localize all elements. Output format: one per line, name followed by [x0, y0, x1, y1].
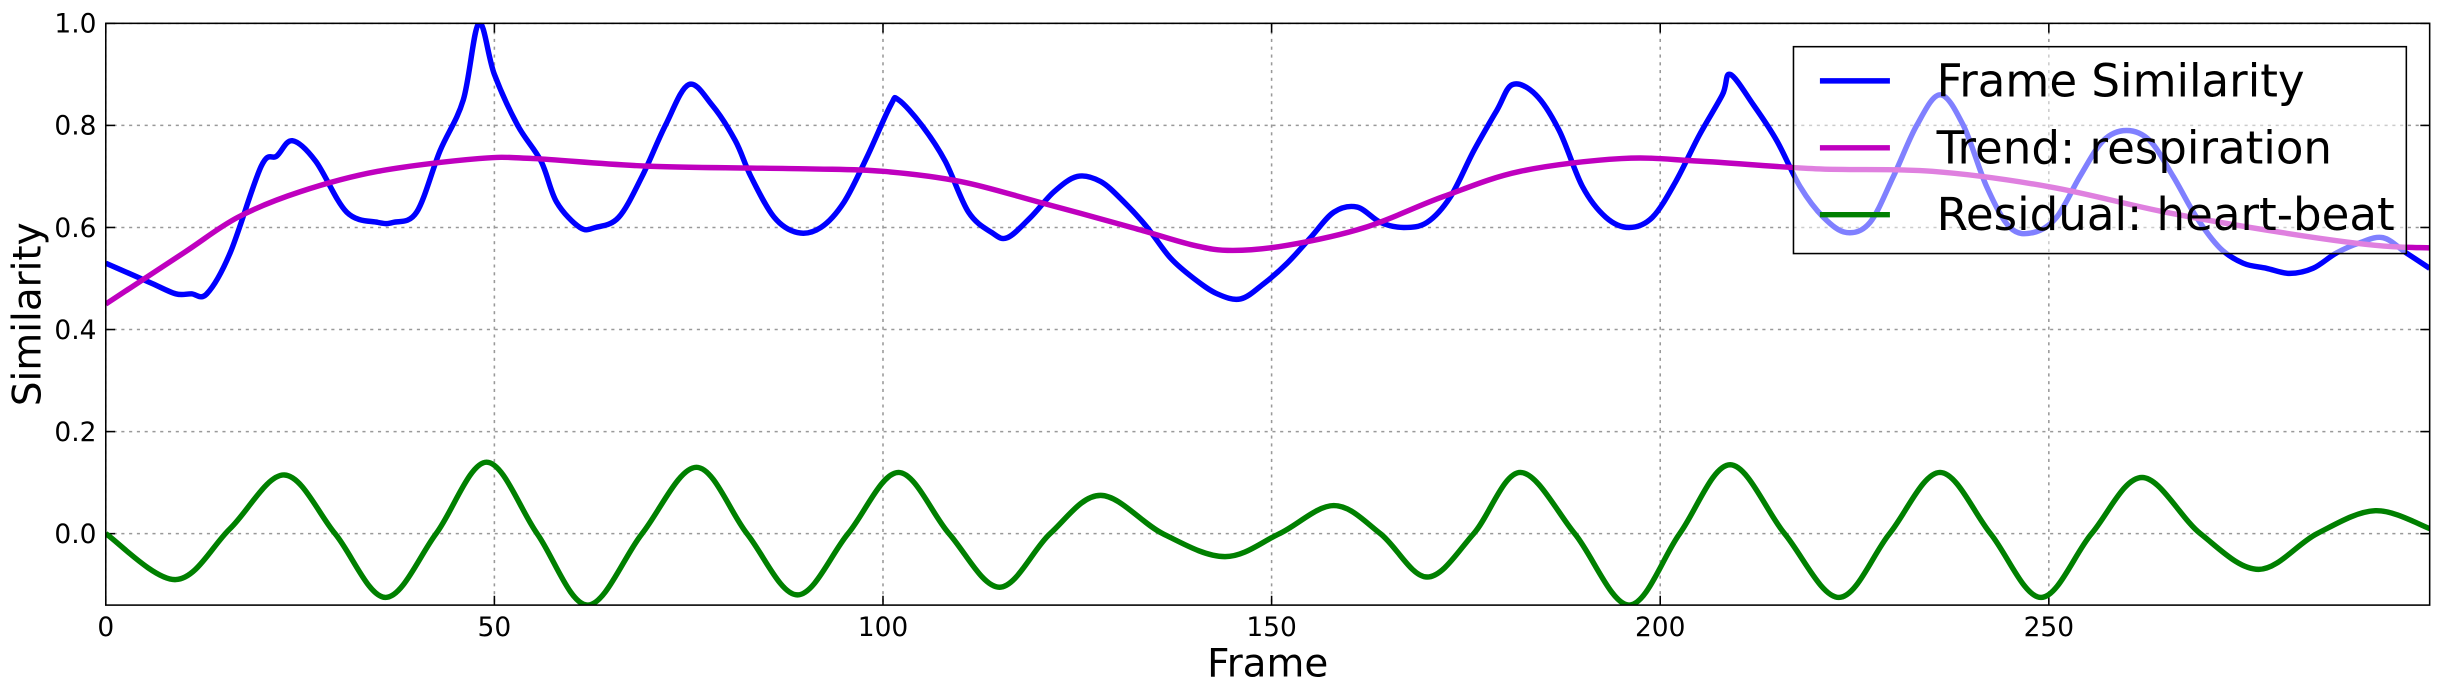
y-tick-label: 1.0	[54, 9, 96, 40]
y-tick-label: 0.6	[54, 213, 96, 244]
x-tick-label: 250	[2024, 612, 2074, 643]
y-tick-label: 0.8	[54, 111, 96, 142]
y-tick-label: 0.0	[54, 519, 96, 550]
y-tick-label: 0.2	[54, 417, 96, 448]
x-tick-label: 150	[1246, 612, 1296, 643]
x-axis-label: Frame	[1207, 642, 1328, 687]
legend-box	[1792, 45, 2408, 255]
legend-label: Residual: heart-beat	[1937, 188, 2395, 241]
x-tick-label: 100	[858, 612, 908, 643]
y-tick-label: 0.4	[54, 315, 96, 346]
x-tick-label: 50	[478, 612, 512, 643]
legend-label: Frame Similarity	[1937, 54, 2305, 107]
x-tick-label: 200	[1635, 612, 1685, 643]
x-tick-label: 0	[97, 612, 114, 643]
series-line	[105, 459, 2430, 606]
plot-frame	[104, 22, 2431, 606]
y-axis-label: Similarity	[5, 222, 50, 406]
legend-label: Trend: respiration	[1936, 121, 2332, 174]
